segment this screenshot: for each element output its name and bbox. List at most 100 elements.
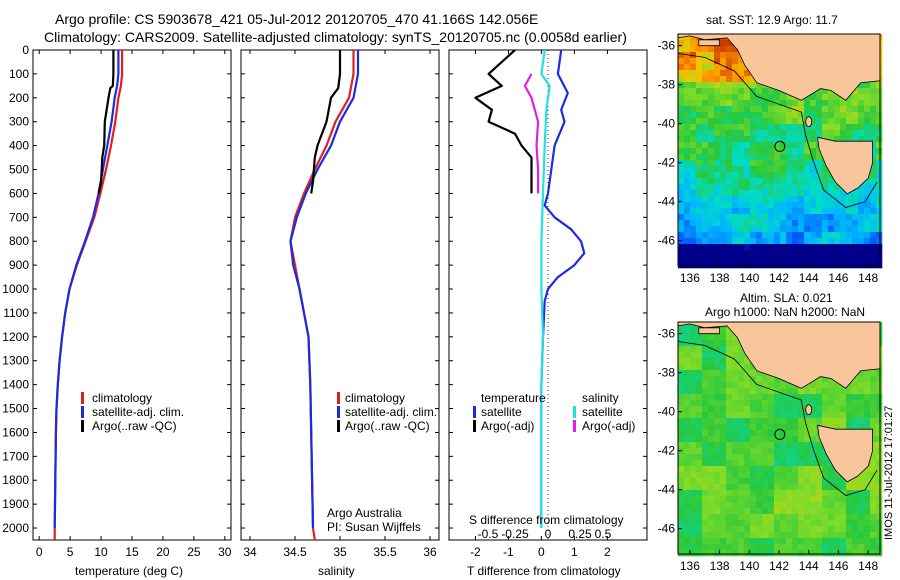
map-cell [786, 100, 793, 107]
map-cell [756, 106, 763, 113]
map-cell [876, 214, 883, 221]
map-cell [750, 250, 757, 257]
map-cell [714, 508, 721, 515]
map-cell [804, 184, 811, 191]
map-cell [714, 436, 721, 443]
map-cell [876, 538, 883, 545]
map-cell [816, 184, 823, 191]
map-cell [708, 148, 715, 155]
series-line-argo-raw-qc- [97, 50, 115, 194]
map-cell [792, 148, 799, 155]
map-cell [762, 484, 769, 491]
map-cell [864, 388, 871, 395]
map-cell [870, 172, 877, 179]
map-cell [684, 532, 691, 539]
map-cell [834, 238, 841, 245]
map-cell [708, 100, 715, 107]
depth-tick-label: 700 [9, 210, 29, 224]
map-cell [696, 82, 703, 89]
map-cell [708, 202, 715, 209]
map-cell [876, 532, 883, 539]
series-line-satellite-adj-clim- [53, 50, 120, 529]
map-cell [696, 160, 703, 167]
map-cell [690, 400, 697, 407]
map-cell [714, 388, 721, 395]
map-cell [846, 388, 853, 395]
map-cell [816, 484, 823, 491]
map-cell [816, 382, 823, 389]
map-cell [684, 238, 691, 245]
map-cell [810, 208, 817, 215]
map-cell [810, 106, 817, 113]
map-cell [870, 466, 877, 473]
map-cell [738, 430, 745, 437]
map-cell [702, 358, 709, 365]
map-cell [678, 328, 685, 335]
map-cell [786, 232, 793, 239]
map-cell [768, 196, 775, 203]
map-cell [810, 112, 817, 119]
map-cell [810, 418, 817, 425]
map-cell [714, 334, 721, 341]
map-cell [822, 544, 829, 551]
map-cell [864, 502, 871, 509]
map-cell [678, 460, 685, 467]
map-cell [822, 238, 829, 245]
map-cell [870, 190, 877, 197]
map-cell [786, 406, 793, 413]
map-cell [876, 154, 883, 161]
map-cell [756, 262, 763, 269]
map-cell [720, 112, 727, 119]
map-cell [696, 430, 703, 437]
map-cell [780, 112, 787, 119]
map-cell [690, 382, 697, 389]
map-cell [786, 130, 793, 137]
map-cell [726, 232, 733, 239]
map-cell [792, 490, 799, 497]
map-cell [750, 394, 757, 401]
map-cell [690, 112, 697, 119]
map-cell [834, 214, 841, 221]
map-cell [756, 118, 763, 125]
map-cell [768, 184, 775, 191]
map-cell [816, 226, 823, 233]
map-cell [732, 370, 739, 377]
map-cell [834, 208, 841, 215]
map-cell [822, 538, 829, 545]
map-cell [726, 532, 733, 539]
map-cell [726, 208, 733, 215]
map-cell [822, 94, 829, 101]
map-cell [780, 520, 787, 527]
map-cell [870, 106, 877, 113]
map-cell [810, 214, 817, 221]
map-cell [738, 160, 745, 167]
map-cell [732, 538, 739, 545]
map-cell [792, 106, 799, 113]
map-cell [822, 112, 829, 119]
difference-axis-ticks: -2 -1 0 1 2 [470, 50, 611, 559]
legend-label-t-satellite: satellite [481, 405, 522, 419]
map-cell [768, 166, 775, 173]
depth-tick-label: 1200 [2, 330, 29, 344]
map-cell [708, 244, 715, 251]
map-cell [732, 550, 739, 557]
map-cell [696, 214, 703, 221]
map-cell [864, 490, 871, 497]
x-tick-label: 35.5 [373, 545, 397, 559]
map-cell [786, 148, 793, 155]
map-cell [852, 514, 859, 521]
map-cell [834, 112, 841, 119]
map-cell [846, 484, 853, 491]
map-cell [828, 514, 835, 521]
map-cell [714, 502, 721, 509]
map-cell [678, 400, 685, 407]
legend-label-climatology: climatology [92, 391, 152, 405]
map-cell [798, 430, 805, 437]
map-cell [690, 118, 697, 125]
map-cell [804, 394, 811, 401]
map-cell [732, 226, 739, 233]
map-cell [828, 394, 835, 401]
map-cell [858, 502, 865, 509]
map-cell [816, 178, 823, 185]
map-cell [840, 544, 847, 551]
